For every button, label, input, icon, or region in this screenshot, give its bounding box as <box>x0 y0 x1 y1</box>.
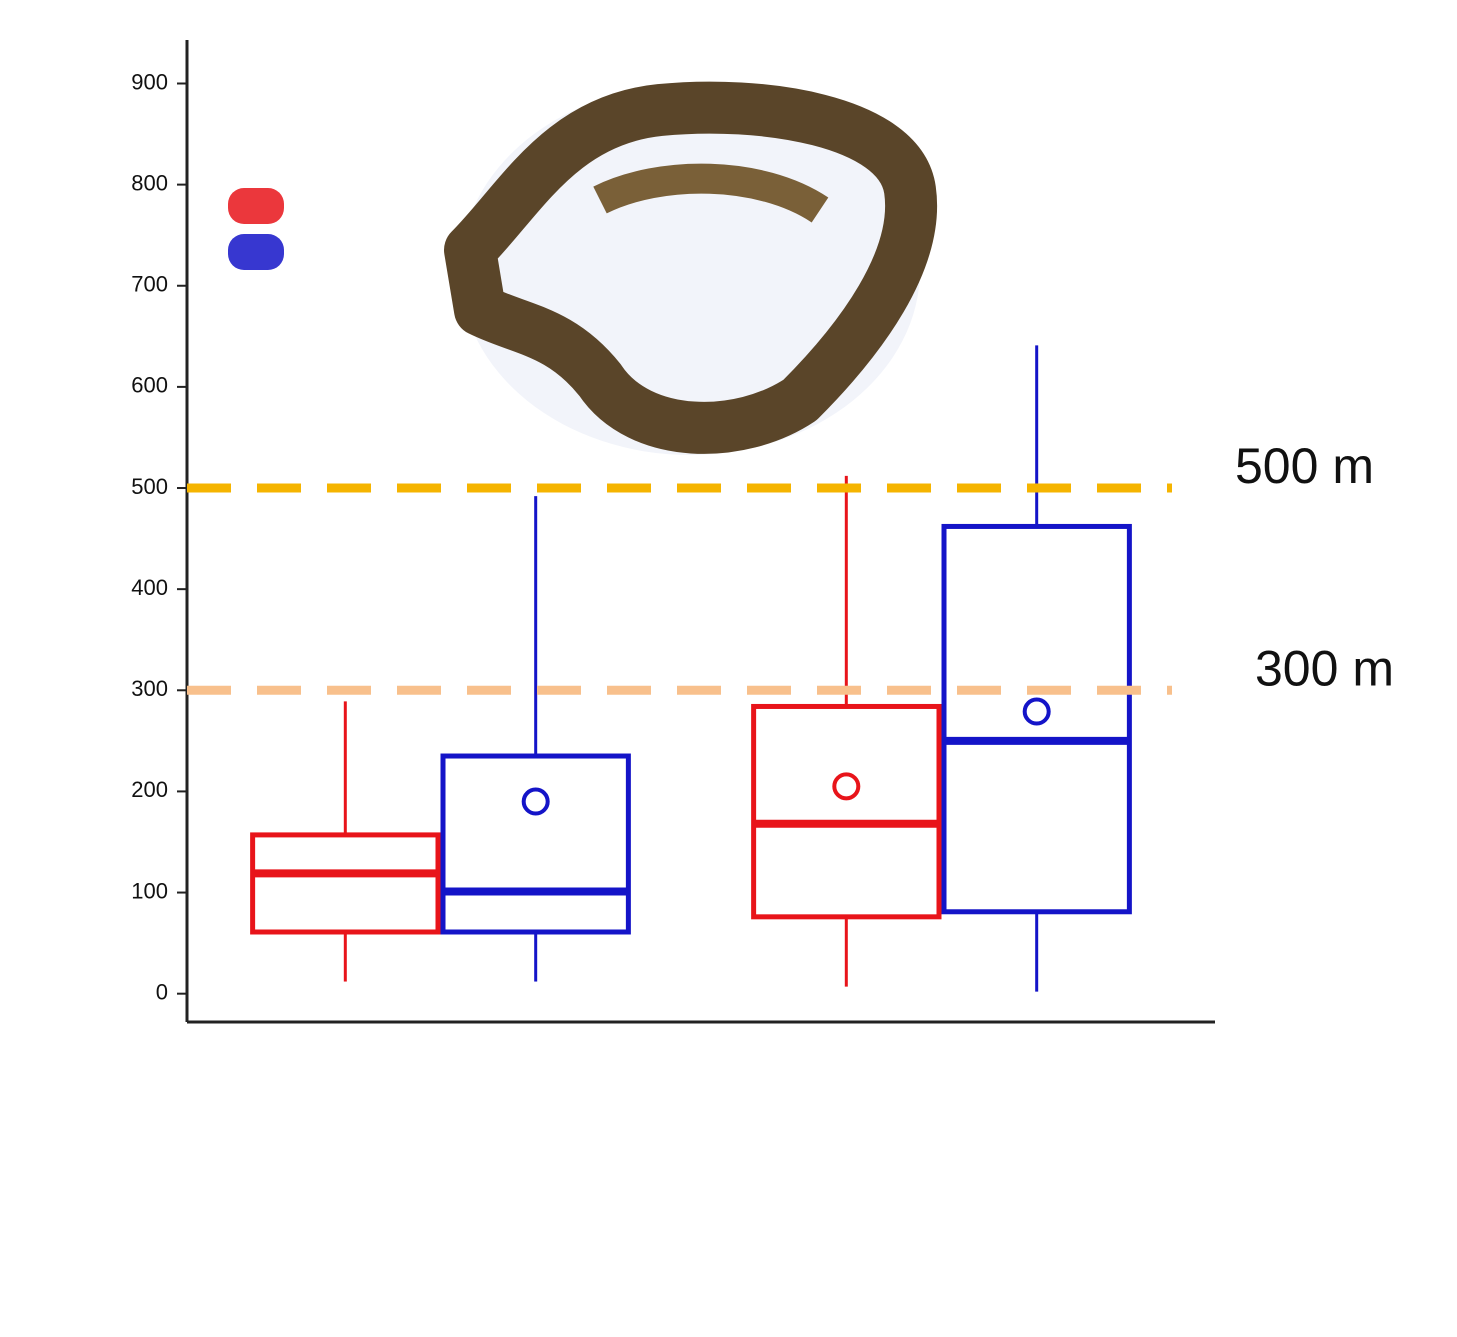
y-tick-label: 700 <box>131 272 168 297</box>
reference-label: 500 m <box>1235 438 1374 494</box>
mean-marker <box>834 774 858 798</box>
legend-swatch <box>228 188 284 224</box>
y-tick-label: 800 <box>131 170 168 195</box>
box <box>754 706 939 916</box>
box <box>944 526 1129 911</box>
mean-marker <box>1025 700 1049 724</box>
chart: 0 100 200 300 400 500 600 700 800 900 500 m 300 m <box>0 0 1457 1337</box>
y-tick-label: 400 <box>131 575 168 600</box>
legend-swatch <box>228 234 284 270</box>
y-tick-label: 900 <box>131 69 168 94</box>
y-tick-label: 100 <box>131 878 168 903</box>
y-tick-label: 200 <box>131 777 168 802</box>
y-tick-label: 500 <box>131 474 168 499</box>
illustration <box>460 85 920 455</box>
page: {"chart_data": { "type": "box", "categor… <box>0 0 1457 1337</box>
y-tick-label: 0 <box>156 979 168 1004</box>
y-tick-label: 300 <box>131 676 168 701</box>
box <box>443 756 628 932</box>
y-tick-label: 600 <box>131 373 168 398</box>
mean-marker <box>524 790 548 814</box>
reference-label: 300 m <box>1255 640 1394 696</box>
box <box>253 835 438 932</box>
legend <box>228 188 284 270</box>
